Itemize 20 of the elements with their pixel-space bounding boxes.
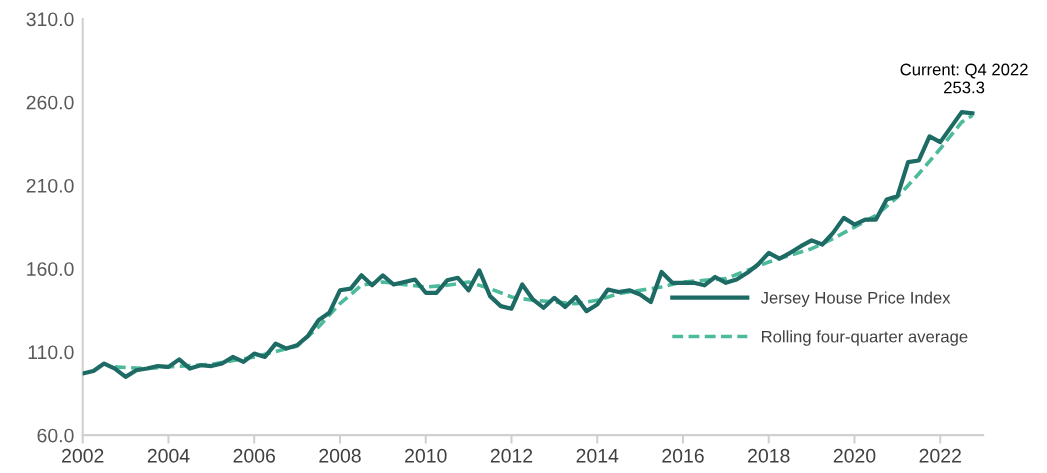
- annotation: Current: Q4 2022 253.3: [900, 63, 1028, 94]
- x-tick-label: 2004: [147, 448, 190, 463]
- legend-label: Rolling four-quarter average: [762, 330, 968, 346]
- x-tick-label: 2022: [919, 448, 961, 463]
- y-tick-label: 210.0: [26, 178, 74, 193]
- y-tick-label: 260.0: [26, 95, 74, 110]
- x-tick-label: 2020: [833, 448, 876, 463]
- y-tick-label: 310.0: [26, 12, 74, 27]
- x-tick-label: 2008: [319, 448, 361, 463]
- x-tick-label: 2010: [405, 448, 447, 463]
- x-tick-label: 2006: [233, 448, 275, 463]
- y-tick-label: 110.0: [28, 345, 74, 360]
- x-tick-label: 2014: [576, 448, 619, 463]
- x-tick-label: 2018: [748, 448, 790, 463]
- y-tick-label: 160.0: [27, 262, 74, 276]
- x-tick-label: 2002: [62, 448, 104, 463]
- legend-label: Jersey House Price Index: [760, 291, 951, 307]
- x-tick-label: 2012: [490, 448, 533, 463]
- x-tick-label: 2016: [662, 448, 704, 463]
- y-tick-label: 60.0: [37, 428, 74, 443]
